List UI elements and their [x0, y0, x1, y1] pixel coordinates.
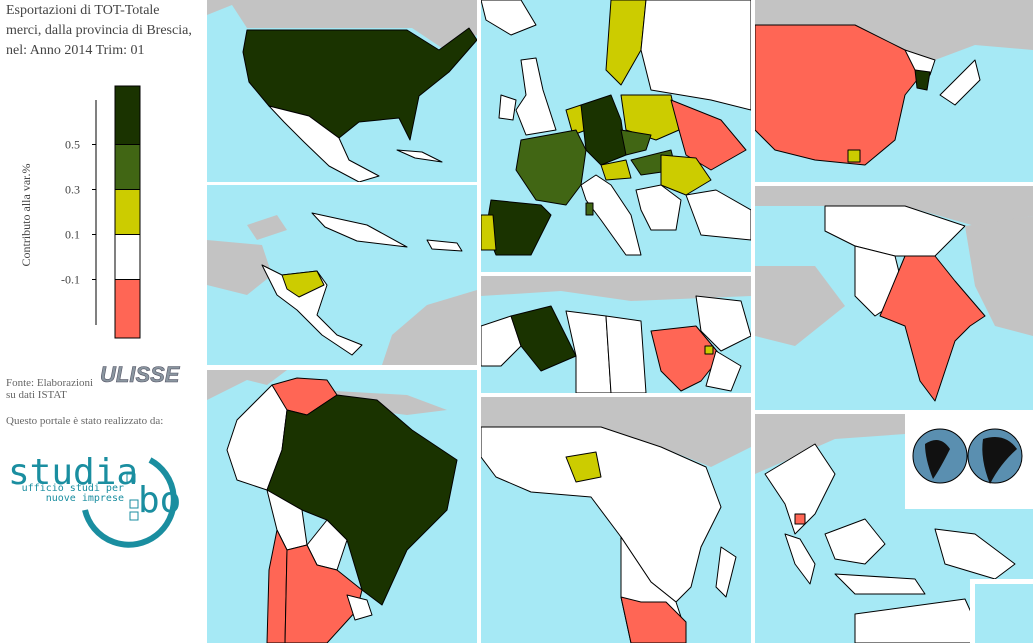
logo-arc: [82, 457, 177, 548]
map-southeast-asia: [755, 414, 1033, 643]
map-central-america: [207, 185, 477, 365]
legend-bin: [114, 85, 141, 145]
logo-sub: nuove imprese: [46, 493, 124, 504]
legend-bin: [114, 234, 141, 280]
map-africa: [481, 397, 751, 643]
title-line: merci, dalla provincia di Brescia,: [6, 23, 192, 38]
tick-label: 0.1: [65, 228, 80, 242]
map-europe: [481, 0, 751, 272]
title-line: Esportazioni di TOT-Totale: [6, 3, 160, 18]
map-middle-east: [481, 276, 751, 393]
legend-bin: [114, 279, 141, 339]
tick-label: 0.5: [65, 138, 80, 152]
logo-square: [129, 499, 139, 509]
map-east-asia: [755, 0, 1033, 182]
map-north-america: [207, 0, 477, 182]
logo-square: [129, 511, 139, 521]
map-south-asia: [755, 186, 1033, 410]
legend-bin: [114, 189, 141, 235]
logo-sub: ufficio studi per: [22, 483, 124, 494]
logo-side: bo: [138, 480, 181, 521]
source-line: su dati ISTAT: [6, 389, 67, 401]
logo-square: [126, 473, 136, 483]
credits-text: Questo portale è stato realizzato da:: [6, 415, 163, 427]
source-line: Fonte: Elaborazioni: [6, 377, 93, 389]
logo-main: studia: [8, 452, 138, 493]
tick-label: -0.1: [61, 273, 80, 287]
title-line: nel: Anno 2014 Trim: 01: [6, 43, 144, 58]
ulisse-logo: ULISSE: [100, 362, 181, 387]
axis-label: Contributo alla var.%: [19, 164, 33, 267]
tick-label: 0.3: [65, 183, 80, 197]
legend: 0.5 0.3 0.1 -0.1 Contributo alla var.%: [19, 85, 141, 339]
legend-bin: [114, 144, 141, 190]
side-panel: Esportazioni di TOT-Totale merci, dalla …: [6, 3, 192, 548]
map-south-america: [207, 370, 477, 643]
